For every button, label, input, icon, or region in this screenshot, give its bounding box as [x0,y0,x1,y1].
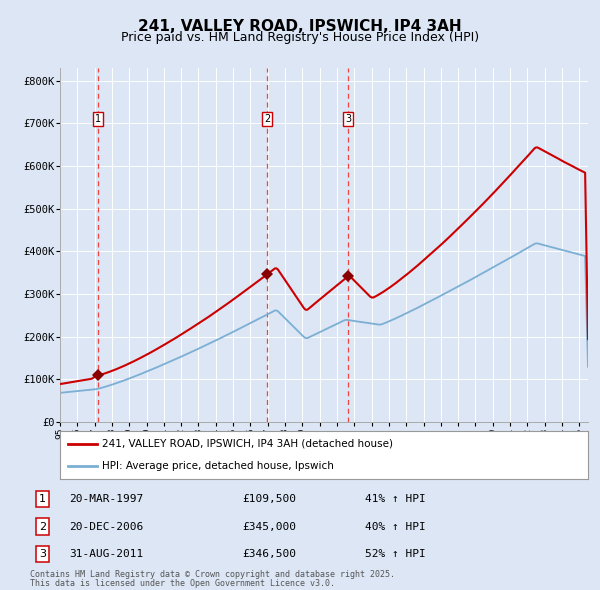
Text: 40% ↑ HPI: 40% ↑ HPI [365,522,425,532]
Text: £346,500: £346,500 [242,549,296,559]
Text: 20-MAR-1997: 20-MAR-1997 [69,494,143,504]
Text: 1: 1 [95,114,101,124]
Text: 2: 2 [264,114,271,124]
Text: HPI: Average price, detached house, Ipswich: HPI: Average price, detached house, Ipsw… [102,461,334,471]
Text: 31-AUG-2011: 31-AUG-2011 [69,549,143,559]
Text: 241, VALLEY ROAD, IPSWICH, IP4 3AH (detached house): 241, VALLEY ROAD, IPSWICH, IP4 3AH (deta… [102,439,393,449]
Text: 1: 1 [39,494,46,504]
Text: 52% ↑ HPI: 52% ↑ HPI [365,549,425,559]
Text: 20-DEC-2006: 20-DEC-2006 [69,522,143,532]
Text: 3: 3 [39,549,46,559]
Text: £345,000: £345,000 [242,522,296,532]
Text: Contains HM Land Registry data © Crown copyright and database right 2025.: Contains HM Land Registry data © Crown c… [30,570,395,579]
Text: 3: 3 [346,114,352,124]
Text: This data is licensed under the Open Government Licence v3.0.: This data is licensed under the Open Gov… [30,579,335,588]
Text: £109,500: £109,500 [242,494,296,504]
Text: 241, VALLEY ROAD, IPSWICH, IP4 3AH: 241, VALLEY ROAD, IPSWICH, IP4 3AH [138,19,462,34]
Text: Price paid vs. HM Land Registry's House Price Index (HPI): Price paid vs. HM Land Registry's House … [121,31,479,44]
Text: 2: 2 [39,522,46,532]
Text: 41% ↑ HPI: 41% ↑ HPI [365,494,425,504]
